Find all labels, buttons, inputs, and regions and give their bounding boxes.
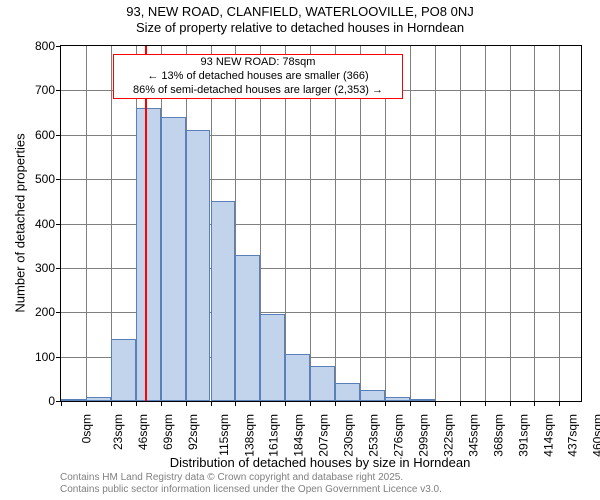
footer-attribution: Contains HM Land Registry data © Crown c…: [60, 472, 442, 496]
histogram-bar: [410, 399, 435, 401]
histogram-bar: [235, 255, 260, 401]
x-tick-label: 115sqm: [216, 414, 230, 456]
x-tick-mark: [186, 401, 187, 406]
x-tick-label: 207sqm: [317, 414, 331, 457]
annotation-line-3: 86% of semi-detached houses are larger (…: [118, 84, 398, 98]
x-axis-label: Distribution of detached houses by size …: [170, 455, 471, 470]
x-tick-label: 230sqm: [342, 414, 356, 457]
y-tick-label: 700: [35, 83, 61, 97]
gridline-v: [86, 46, 87, 401]
y-tick-label: 400: [35, 217, 61, 231]
gridline-v: [385, 46, 386, 401]
gridline-v: [285, 46, 286, 401]
x-tick-mark: [61, 401, 62, 406]
gridline-v: [310, 46, 311, 401]
x-tick-label: 345sqm: [466, 414, 480, 457]
title-line-1: 93, NEW ROAD, CLANFIELD, WATERLOOVILLE, …: [0, 4, 600, 20]
x-tick-mark: [86, 401, 87, 406]
footer-line-2: Contains public sector information licen…: [60, 484, 442, 496]
footer-line-1: Contains HM Land Registry data © Crown c…: [60, 472, 442, 484]
gridline-v: [534, 46, 535, 401]
histogram-bar: [161, 117, 186, 401]
x-tick-label: 391sqm: [516, 414, 530, 457]
x-tick-label: 460sqm: [591, 414, 600, 457]
gridline-v: [485, 46, 486, 401]
histogram-bar: [285, 354, 310, 401]
histogram-bar: [260, 314, 285, 401]
x-tick-mark: [534, 401, 535, 406]
x-tick-mark: [460, 401, 461, 406]
annotation-line-1: 93 NEW ROAD: 78sqm: [118, 56, 398, 70]
x-tick-label: 437sqm: [566, 414, 580, 457]
x-tick-label: 138sqm: [242, 414, 256, 457]
gridline-v: [559, 46, 560, 401]
histogram-bar: [360, 390, 385, 401]
y-tick-label: 0: [48, 394, 61, 408]
y-tick-label: 500: [35, 172, 61, 186]
histogram-bar: [310, 366, 335, 402]
x-tick-label: 92sqm: [186, 414, 200, 450]
gridline-v: [435, 46, 436, 401]
x-tick-label: 46sqm: [136, 414, 150, 450]
x-tick-mark: [335, 401, 336, 406]
gridline-v: [335, 46, 336, 401]
x-tick-label: 253sqm: [367, 414, 381, 457]
x-tick-label: 322sqm: [442, 414, 456, 457]
histogram-bar: [385, 397, 410, 401]
annotation-box: 93 NEW ROAD: 78sqm ← 13% of detached hou…: [113, 54, 403, 99]
y-tick-label: 600: [35, 128, 61, 142]
reference-line: [145, 46, 147, 401]
x-tick-label: 299sqm: [417, 414, 431, 457]
x-tick-mark: [360, 401, 361, 406]
x-tick-mark: [310, 401, 311, 406]
histogram-bar: [335, 383, 360, 401]
histogram-bar: [111, 339, 136, 401]
chart-title: 93, NEW ROAD, CLANFIELD, WATERLOOVILLE, …: [0, 4, 600, 37]
x-tick-mark: [211, 401, 212, 406]
histogram-bar: [211, 201, 236, 401]
x-tick-mark: [260, 401, 261, 406]
x-tick-label: 161sqm: [267, 414, 281, 457]
histogram-bar: [61, 399, 86, 401]
gridline-v: [360, 46, 361, 401]
x-tick-mark: [111, 401, 112, 406]
gridline-v: [410, 46, 411, 401]
x-tick-mark: [136, 401, 137, 406]
x-tick-mark: [435, 401, 436, 406]
y-tick-label: 100: [35, 350, 61, 364]
x-tick-mark: [485, 401, 486, 406]
histogram-bar: [86, 397, 111, 401]
x-tick-label: 368sqm: [491, 414, 505, 457]
y-axis-label: Number of detached properties: [13, 133, 28, 312]
gridline-v: [460, 46, 461, 401]
histogram-chart: 93, NEW ROAD, CLANFIELD, WATERLOOVILLE, …: [0, 0, 600, 500]
title-line-2: Size of property relative to detached ho…: [0, 20, 600, 36]
x-tick-mark: [559, 401, 560, 406]
annotation-line-2: ← 13% of detached houses are smaller (36…: [118, 70, 398, 84]
y-tick-label: 300: [35, 261, 61, 275]
histogram-bar: [186, 130, 211, 401]
x-tick-mark: [235, 401, 236, 406]
x-tick-label: 69sqm: [161, 414, 175, 450]
histogram-bar: [136, 108, 161, 401]
y-tick-label: 800: [35, 39, 61, 53]
x-tick-label: 184sqm: [292, 414, 306, 457]
x-tick-mark: [410, 401, 411, 406]
x-tick-label: 414sqm: [541, 414, 555, 457]
gridline-v: [510, 46, 511, 401]
x-tick-mark: [510, 401, 511, 406]
x-tick-mark: [285, 401, 286, 406]
x-tick-label: 23sqm: [111, 414, 125, 450]
y-tick-label: 200: [35, 305, 61, 319]
x-tick-label: 276sqm: [392, 414, 406, 457]
x-tick-mark: [161, 401, 162, 406]
x-tick-label: 0sqm: [79, 414, 93, 443]
x-tick-mark: [385, 401, 386, 406]
